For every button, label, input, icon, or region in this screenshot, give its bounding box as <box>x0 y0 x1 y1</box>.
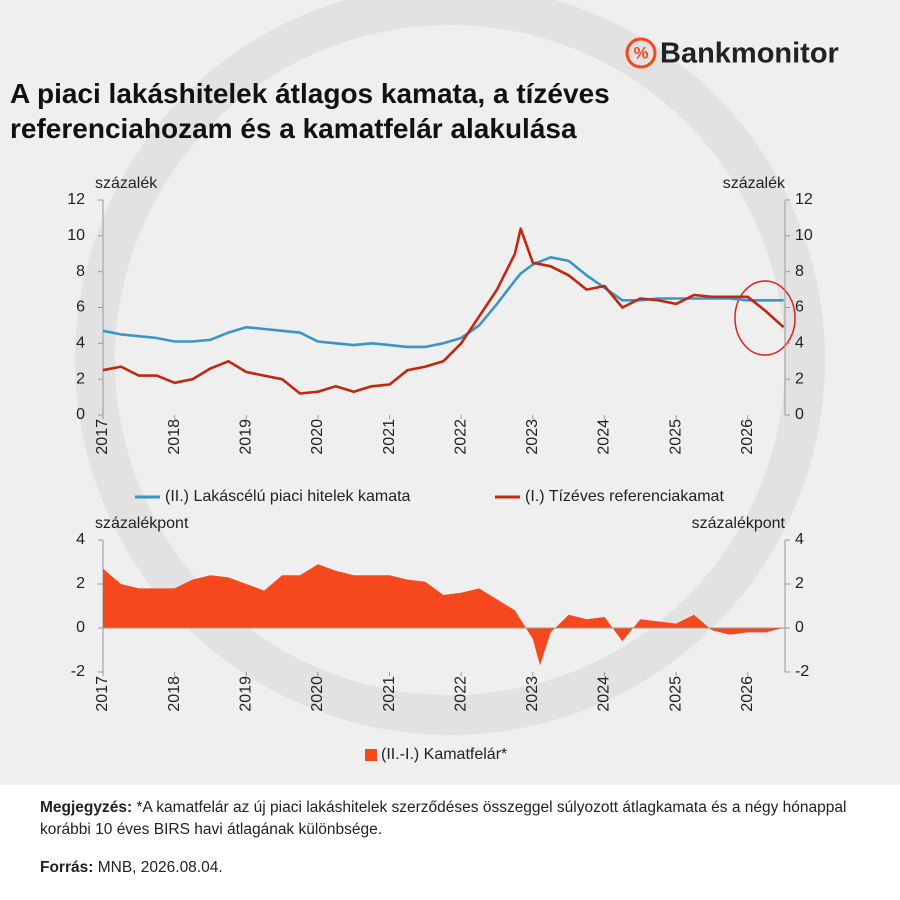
y-tick-label: -2 <box>71 663 85 680</box>
x-tick-label: 2026 <box>739 419 756 455</box>
y-tick-label: 0 <box>76 619 85 636</box>
legend-label: (II.) Lakáscélú piaci hitelek kamata <box>165 488 411 505</box>
note-label: Megjegyzés: <box>40 799 133 816</box>
y2-tick-label: 6 <box>795 299 804 316</box>
legend-label: (I.) Tízéves referenciakamat <box>525 488 724 505</box>
y-axis-label: százalékpont <box>95 515 189 532</box>
y2-axis-label: százalék <box>723 175 786 192</box>
logo-percent: % <box>633 43 648 62</box>
note-text: *A kamatfelár az új piaci lakáshitelek s… <box>40 799 847 838</box>
x-tick-label: 2020 <box>309 676 326 712</box>
logo-icon <box>625 37 657 69</box>
note: Megjegyzés: *A kamatfelár az új piaci la… <box>40 797 880 841</box>
x-tick-label: 2023 <box>524 419 541 455</box>
legend-marker <box>365 749 377 761</box>
area-series <box>103 564 784 666</box>
x-tick-label: 2025 <box>667 676 684 712</box>
y2-tick-label: 12 <box>795 191 813 208</box>
y-tick-label: 2 <box>76 575 85 592</box>
line-series <box>102 256 784 349</box>
y-tick-label: 12 <box>67 191 85 208</box>
y-axis-label: százalék <box>95 175 158 192</box>
chart: % Bankmonitor százalék százalék 0 2 4 6 8 10 12 0… <box>67 0 839 763</box>
source-label: Forrás: <box>40 859 94 876</box>
x-tick-label: 2019 <box>237 676 254 712</box>
y2-tick-label: 4 <box>795 531 804 548</box>
x-tick-label: 2023 <box>524 676 541 712</box>
y2-tick-label: 0 <box>795 406 804 423</box>
x-tick-label: 2020 <box>309 419 326 455</box>
x-tick-label: 2019 <box>237 419 254 455</box>
x-tick-label: 2026 <box>739 676 756 712</box>
line-series <box>102 227 785 395</box>
x-tick-label: 2025 <box>667 419 684 455</box>
x-tick-label: 2021 <box>381 419 398 455</box>
chart-panel <box>0 0 900 785</box>
x-tick-label: 2022 <box>452 419 469 455</box>
x-tick-label: 2017 <box>94 419 111 455</box>
y2-tick-label: 0 <box>795 619 804 636</box>
y-tick-label: 2 <box>76 370 85 387</box>
x-tick-label: 2018 <box>166 676 183 712</box>
y-tick-label: 6 <box>76 299 85 316</box>
x-tick-label: 2022 <box>452 676 469 712</box>
watermark <box>75 0 825 735</box>
legend-label: (II.-I.) Kamatfelár* <box>381 746 507 763</box>
chart-title: A piaci lakáshitelek átlagos kamata, a t… <box>10 78 610 144</box>
y2-axis-label: százalékpont <box>692 515 786 532</box>
y2-tick-label: -2 <box>795 663 809 680</box>
y2-tick-label: 8 <box>795 263 804 280</box>
source-text: MNB, 2026.08.04. <box>97 859 223 876</box>
x-tick-label: 2018 <box>166 419 183 455</box>
y2-tick-label: 2 <box>795 370 804 387</box>
x-tick-label: 2024 <box>596 419 613 455</box>
y-tick-label: 10 <box>67 227 85 244</box>
logo-text: Bankmonitor <box>660 38 839 70</box>
x-tick-label: 2021 <box>381 676 398 712</box>
y2-tick-label: 2 <box>795 575 804 592</box>
y-tick-label: 4 <box>76 531 85 548</box>
footer: Megjegyzés: *A kamatfelár az új piaci la… <box>40 797 880 895</box>
x-tick-label: 2024 <box>596 676 613 712</box>
y2-tick-label: 10 <box>795 227 813 244</box>
x-tick-label: 2017 <box>94 676 111 712</box>
y-tick-label: 8 <box>76 263 85 280</box>
y2-tick-label: 4 <box>795 335 804 352</box>
highlight-circle <box>734 280 796 356</box>
y-tick-label: 4 <box>76 335 85 352</box>
y-tick-label: 0 <box>76 406 85 423</box>
source: Forrás: MNB, 2026.08.04. <box>40 857 880 879</box>
